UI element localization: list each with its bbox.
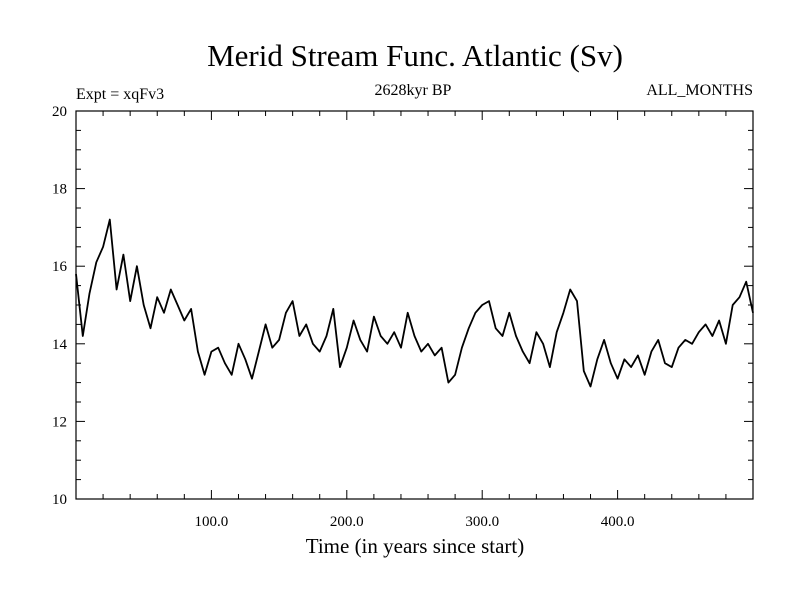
y-tick-label: 10: [52, 492, 67, 508]
y-axis-tick-labels: 10 12 14 16 18 20: [52, 104, 68, 508]
experiment-label: Expt = xqFv3: [76, 86, 164, 103]
x-tick-label: 100.0: [195, 514, 229, 530]
months-label: ALL_MONTHS: [646, 82, 753, 99]
series-line: [75, 218, 754, 388]
x-tick-label: 300.0: [465, 514, 499, 530]
x-axis-label: Time (in years since start): [306, 534, 525, 558]
x-axis-ticks: [102, 111, 727, 499]
y-tick-label: 12: [52, 414, 67, 430]
y-tick-label: 14: [52, 337, 68, 353]
chart-title: Merid Stream Func. Atlantic (Sv): [207, 38, 623, 73]
y-tick-label: 18: [52, 182, 67, 198]
x-axis-tick-labels: 100.0 200.0 300.0 400.0: [195, 514, 635, 530]
y-tick-label: 20: [52, 104, 67, 120]
x-tick-label: 200.0: [330, 514, 364, 530]
period-label: 2628kyr BP: [375, 82, 452, 99]
y-tick-label: 16: [52, 259, 68, 275]
x-tick-label: 400.0: [601, 514, 635, 530]
